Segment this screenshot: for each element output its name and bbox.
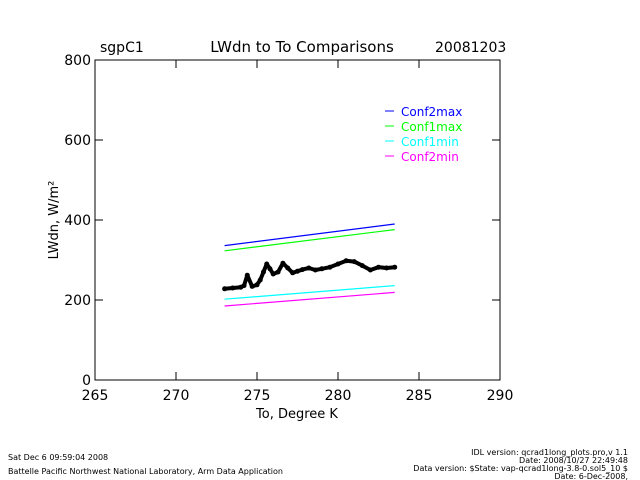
series-line-conf2max: [224, 223, 395, 247]
x-tick-label: 285: [406, 388, 433, 404]
y-tick-label: 0: [82, 373, 91, 389]
x-axis-label: To, Degree K: [255, 407, 338, 422]
observation-point: [270, 271, 276, 277]
observation-point: [343, 258, 349, 264]
observation-point: [230, 285, 236, 291]
observation-point: [260, 269, 266, 275]
y-axis-label: LWdn, W/m²: [47, 181, 62, 260]
observation-point: [244, 272, 250, 278]
observation-point: [367, 267, 373, 273]
observation-point: [275, 269, 281, 275]
observation-point: [359, 263, 365, 269]
footer-timestamp: Sat Dec 6 09:59:04 2008: [8, 453, 108, 462]
observation-point: [384, 265, 390, 271]
chart-title: LWdn to To Comparisons: [210, 38, 394, 56]
observation-point: [319, 266, 325, 272]
observation-point: [254, 282, 260, 288]
y-tick-label: 400: [64, 213, 91, 229]
x-tick-label: 265: [82, 388, 109, 404]
y-tick-label: 200: [64, 293, 91, 309]
footer-org: Battelle Pacific Northwest National Labo…: [8, 467, 283, 476]
observation-point: [351, 259, 357, 265]
footer-idl-version: IDL version: qcrad1long_plots.pro,v 1.1: [471, 448, 628, 457]
series-line-conf1min: [224, 285, 395, 300]
observation-point: [335, 261, 341, 267]
observation-point: [267, 266, 273, 272]
x-tick-label: 280: [325, 388, 352, 404]
date-label: 20081203: [435, 40, 506, 56]
observation-point: [290, 270, 296, 276]
observation-point: [241, 283, 247, 289]
x-tick-label: 270: [163, 388, 190, 404]
series-line-conf1max: [224, 229, 395, 252]
observation-point: [257, 277, 263, 283]
observation-point: [264, 261, 270, 267]
observation-point: [280, 260, 286, 266]
observation-point: [327, 264, 333, 270]
observation-point: [285, 265, 291, 271]
x-tick-label: 290: [487, 388, 514, 404]
y-tick-label: 600: [64, 133, 91, 149]
observation-point: [376, 264, 381, 270]
legend-label: Conf1min: [401, 135, 459, 149]
legend-label: Conf2max: [401, 105, 462, 119]
observation-point: [392, 264, 398, 270]
footer-idl-date: Date: 2008/10/27 22:49:48: [519, 456, 628, 465]
observation-point: [306, 265, 312, 271]
footer-data-version: Data version: $State: vap-qcrad1long-3.8…: [413, 464, 628, 473]
x-tick-label: 275: [244, 388, 271, 404]
series-line-conf2min: [224, 291, 395, 307]
footer-data-date: Date: 6-Dec-2008,: [554, 472, 628, 480]
legend-label: Conf2min: [401, 150, 459, 164]
observation-line: [224, 258, 395, 291]
observation-point: [249, 283, 255, 289]
observation-point: [299, 267, 305, 273]
y-tick-label: 800: [64, 53, 91, 69]
site-label: sgpC1: [100, 40, 144, 56]
observation-point: [312, 267, 318, 273]
legend-label: Conf1max: [401, 120, 462, 134]
observation-point: [295, 268, 300, 274]
observation-point: [222, 286, 228, 292]
